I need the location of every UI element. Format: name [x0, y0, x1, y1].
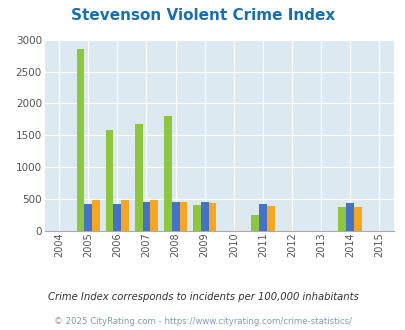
Bar [192, 206, 200, 231]
Bar [171, 202, 179, 231]
Bar [163, 115, 171, 231]
Bar [134, 124, 142, 231]
Bar [121, 200, 129, 231]
Bar [76, 49, 84, 231]
Bar [200, 202, 208, 231]
Bar [179, 202, 187, 231]
Bar [142, 202, 150, 231]
Text: Stevenson Violent Crime Index: Stevenson Violent Crime Index [71, 8, 334, 23]
Bar [92, 200, 100, 231]
Bar [208, 203, 216, 231]
Bar [105, 130, 113, 231]
Text: © 2025 CityRating.com - https://www.cityrating.com/crime-statistics/: © 2025 CityRating.com - https://www.city… [54, 317, 351, 326]
Bar [266, 206, 274, 231]
Bar [150, 200, 158, 231]
Bar [113, 204, 121, 231]
Bar [250, 215, 258, 231]
Bar [345, 203, 353, 231]
Bar [84, 204, 92, 231]
Text: Crime Index corresponds to incidents per 100,000 inhabitants: Crime Index corresponds to incidents per… [47, 292, 358, 302]
Bar [337, 207, 345, 231]
Bar [258, 204, 266, 231]
Bar [353, 207, 361, 231]
